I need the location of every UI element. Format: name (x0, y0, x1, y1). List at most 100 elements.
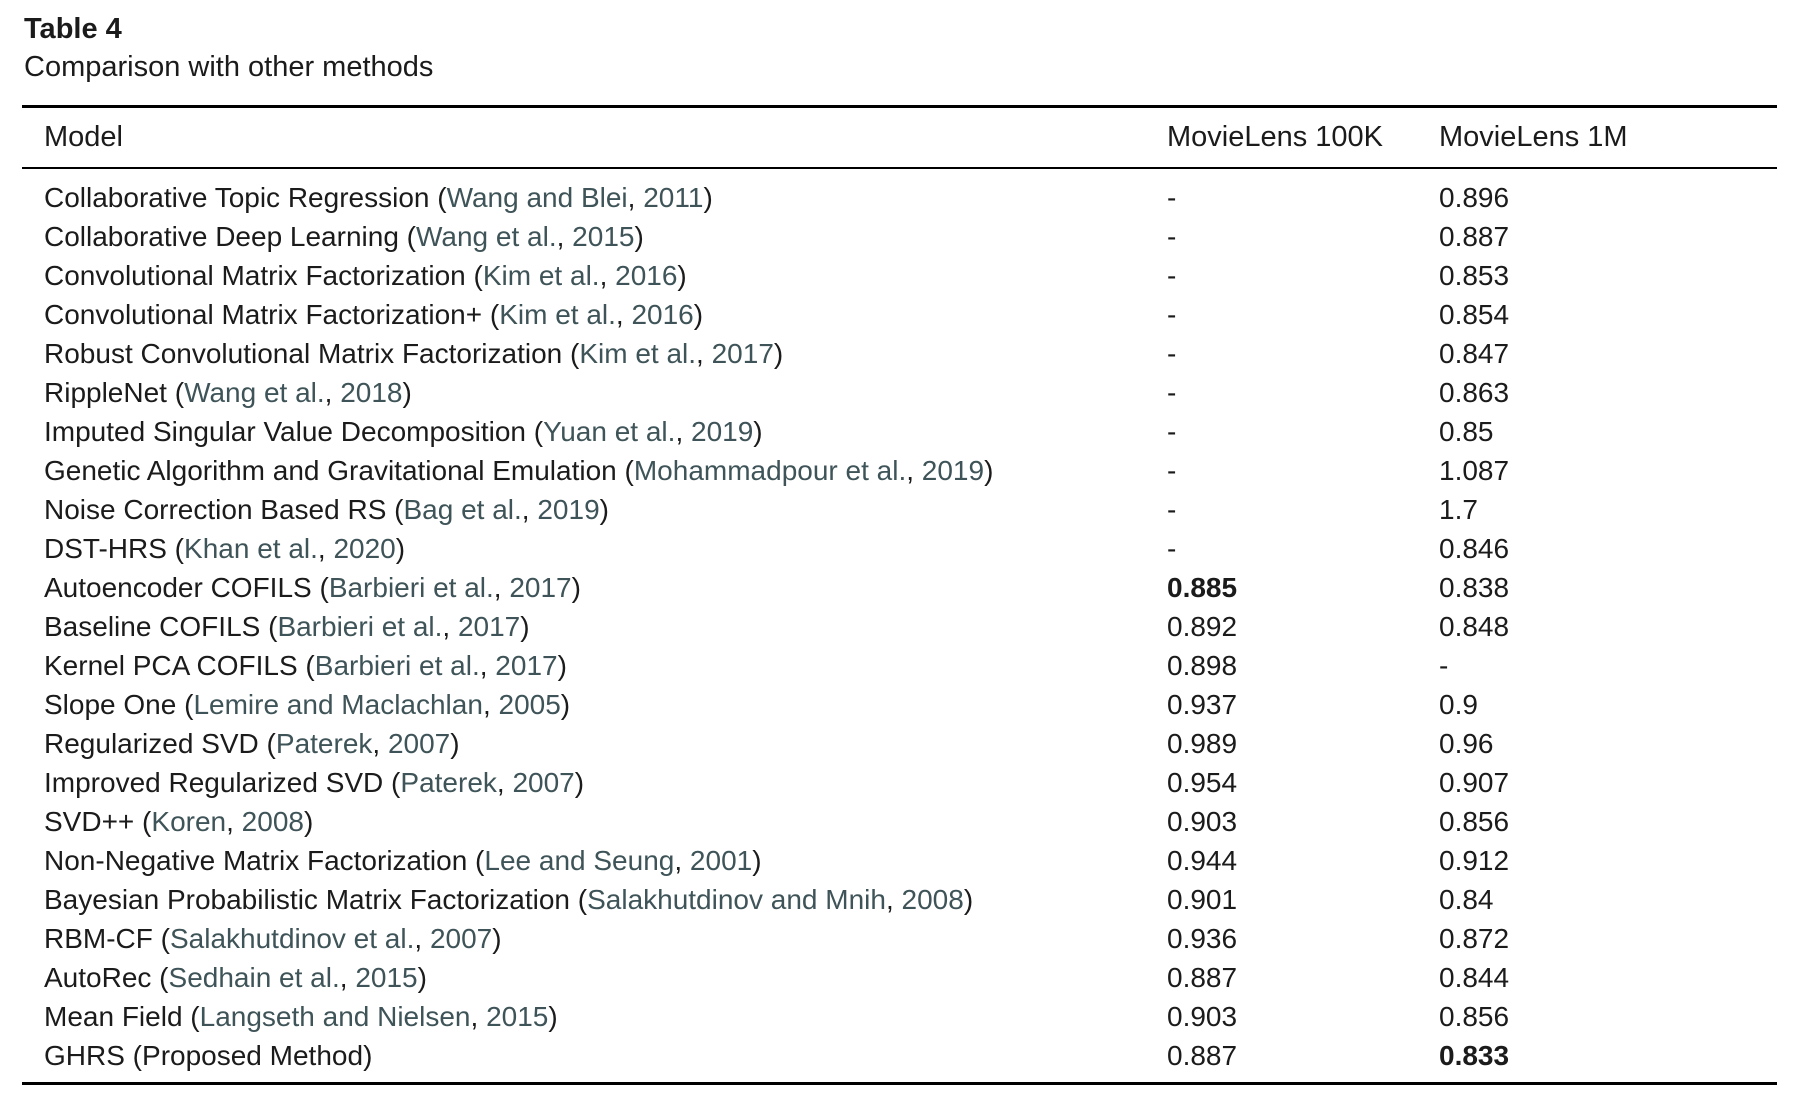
citation-year-link[interactable]: 2019 (537, 493, 600, 525)
open-paren: ( (152, 922, 170, 954)
model-name: Robust Convolutional Matrix Factorizatio… (44, 337, 563, 369)
open-paren: ( (311, 571, 329, 603)
close-paren: ) (984, 454, 994, 486)
citation-link[interactable]: Yuan et al. (543, 415, 676, 447)
model-cell: DST-HRS (Khan et al., 2020) (44, 533, 1167, 565)
citation-link[interactable]: Mohammadpour et al. (633, 454, 907, 486)
table-row: GHRS (Proposed Method) 0.887 0.833 (22, 1036, 1777, 1075)
citation-year-link[interactable]: 2016 (615, 259, 678, 291)
citation-year-link[interactable]: 2017 (509, 571, 572, 603)
citation-link[interactable]: Koren (151, 805, 227, 837)
close-paren: ) (417, 961, 427, 993)
citation-link[interactable]: Salakhutdinov et al. (169, 922, 415, 954)
table-row: Kernel PCA COFILS (Barbieri et al., 2017… (22, 646, 1777, 685)
close-paren: ) (773, 337, 784, 369)
citation-year-link[interactable]: 2016 (631, 298, 694, 330)
movielens-1m-value: 0.846 (1439, 532, 1510, 564)
table-row: Collaborative Topic Regression (Wang and… (22, 178, 1777, 217)
citation-link[interactable]: Paterek (400, 766, 497, 798)
citation-link[interactable]: Barbieri et al. (277, 610, 443, 642)
citation-year-link[interactable]: 2001 (689, 844, 753, 876)
open-paren: ( (616, 454, 634, 486)
table-row: Mean Field (Langseth and Nielsen, 2015) 0… (22, 997, 1777, 1036)
citation-link[interactable]: Wang et al. (184, 376, 325, 408)
citation-link[interactable]: Bag et al. (403, 493, 522, 525)
close-paren: ) (402, 376, 412, 408)
citation-link[interactable]: Salakhutdinov and Mnih (587, 883, 886, 915)
citation-link[interactable]: Kim et al. (482, 259, 600, 291)
open-paren: ( (467, 844, 485, 876)
movielens-1m-value: 1.7 (1439, 493, 1478, 525)
movielens-1m-value: 0.96 (1439, 727, 1494, 759)
citation-year-link[interactable]: 2011 (643, 181, 704, 213)
citation-year-link[interactable]: 2017 (495, 649, 558, 681)
citation-link[interactable]: Paterek (275, 727, 373, 759)
open-paren: ( (134, 805, 152, 837)
table-row: Collaborative Deep Learning (Wang et al.… (22, 217, 1777, 256)
model-cell: Non-Negative Matrix Factorization (Lee a… (44, 845, 1167, 877)
close-paren: ) (634, 220, 644, 252)
citation-comma: , (470, 1000, 487, 1032)
model-name: Autoencoder COFILS (44, 571, 312, 603)
citation-link[interactable]: Barbieri et al. (328, 571, 494, 603)
movielens-100k-value: - (1167, 181, 1177, 213)
model-name: AutoRec (44, 961, 152, 993)
citation-year-link[interactable]: 2018 (340, 376, 403, 408)
model-cell: RippleNet (Wang et al., 2018) (44, 377, 1167, 409)
movielens-100k-value: 0.903 (1167, 1000, 1238, 1032)
citation-year-link[interactable]: 2017 (457, 610, 521, 642)
model-name: Kernel PCA COFILS (44, 649, 298, 681)
citation-comma: , (696, 337, 712, 369)
citation-link[interactable]: Wang and Blei (446, 181, 628, 213)
citation-link[interactable]: Khan et al. (184, 532, 318, 564)
model-name: Non-Negative Matrix Factorization (44, 844, 468, 876)
column-header-movielens-1m: MovieLens 1M (1439, 121, 1628, 153)
table-row: Autoencoder COFILS (Barbieri et al., 201… (22, 568, 1777, 607)
citation-link[interactable]: Wang et al. (416, 220, 557, 252)
citation-comma: , (493, 571, 510, 603)
citation-link[interactable]: Lee and Seung (484, 844, 675, 876)
open-paren: ( (562, 337, 580, 369)
movielens-1m-value: 0.9 (1439, 688, 1478, 720)
citation-comma: , (675, 415, 691, 447)
model-name: Imputed Singular Value Decomposition (44, 415, 526, 447)
model-cell: Mean Field (Langseth and Nielsen, 2015) (44, 1001, 1167, 1033)
table-row: Regularized SVD (Paterek, 2007) 0.989 0.96 (22, 724, 1777, 763)
citation-year-link[interactable]: 2007 (429, 922, 493, 954)
citation-link[interactable]: Langseth and Nielsen (199, 1000, 471, 1032)
citation-year-link[interactable]: 2008 (241, 805, 304, 837)
open-paren: ( (151, 961, 169, 993)
citation-year-link[interactable]: 2020 (333, 532, 396, 564)
model-name: Collaborative Deep Learning (44, 220, 399, 252)
citation-year-link[interactable]: 2007 (512, 766, 575, 798)
citation-year-link[interactable]: 2015 (486, 1000, 549, 1032)
model-name: Noise Correction Based RS (44, 493, 387, 525)
movielens-100k-value: - (1167, 454, 1177, 486)
close-paren: ) (363, 1039, 373, 1071)
model-cell: Baseline COFILS (Barbieri et al., 2017) (44, 611, 1167, 643)
citation-link[interactable]: Lemire and Maclachlan (193, 688, 483, 720)
model-cell: Bayesian Probabilistic Matrix Factorizat… (44, 884, 1167, 916)
citation-year-link[interactable]: 2017 (711, 337, 774, 369)
model-name: Convolutional Matrix Factorization+ (44, 298, 483, 330)
close-paren: ) (703, 181, 713, 213)
citation-link[interactable]: Sedhain et al. (168, 961, 340, 993)
close-paren: ) (599, 493, 609, 525)
citation-link[interactable]: Kim et al. (579, 337, 697, 369)
citation-year-link[interactable]: 2007 (387, 727, 451, 759)
citation-year-link[interactable]: 2015 (355, 961, 418, 993)
movielens-100k-value: - (1167, 532, 1177, 564)
citation-year-link[interactable]: 2008 (901, 883, 964, 915)
model-name: Genetic Algorithm and Gravitational Emul… (44, 454, 617, 486)
movielens-1m-value: 0.833 (1439, 1039, 1510, 1071)
close-paren: ) (450, 727, 460, 759)
citation-link[interactable]: Kim et al. (499, 298, 616, 330)
citation-link[interactable]: Barbieri et al. (314, 649, 480, 681)
movielens-1m-value: 0.907 (1439, 766, 1510, 798)
movielens-100k-value: - (1167, 415, 1177, 447)
movielens-1m-value: 0.872 (1439, 922, 1510, 954)
citation-year-link[interactable]: 2019 (691, 415, 754, 447)
citation-year-link[interactable]: 2019 (921, 454, 985, 486)
citation-year-link[interactable]: 2015 (572, 220, 635, 252)
citation-year-link[interactable]: 2005 (498, 688, 561, 720)
